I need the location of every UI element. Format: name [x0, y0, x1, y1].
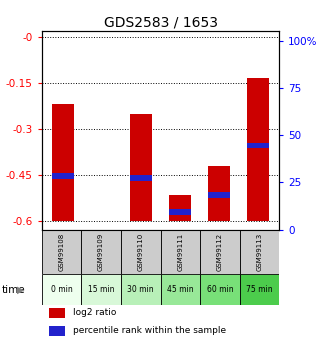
Text: 45 min: 45 min [167, 285, 194, 294]
Bar [121, 275, 160, 305]
Bar [130, 175, 152, 180]
Bar [200, 230, 240, 275]
Bar [247, 143, 269, 148]
Text: 75 min: 75 min [246, 285, 273, 294]
Bar [200, 275, 240, 305]
Bar [240, 230, 279, 275]
Text: 60 min: 60 min [207, 285, 233, 294]
Bar [169, 195, 191, 220]
Bar [169, 209, 191, 215]
Bar [240, 275, 279, 305]
Bar [160, 275, 200, 305]
Text: ▶: ▶ [17, 285, 24, 295]
Bar [49, 326, 65, 336]
Text: time: time [2, 285, 25, 295]
Text: GSM99109: GSM99109 [98, 233, 104, 271]
Bar [130, 114, 152, 220]
Bar [81, 230, 121, 275]
Text: GSM99112: GSM99112 [217, 233, 223, 271]
Text: GSM99108: GSM99108 [58, 233, 65, 271]
Bar [81, 275, 121, 305]
Bar [52, 105, 74, 220]
Bar [121, 230, 160, 275]
Text: 30 min: 30 min [127, 285, 154, 294]
Bar [247, 78, 269, 220]
Bar [49, 307, 65, 318]
Text: GSM99110: GSM99110 [138, 233, 144, 271]
Title: GDS2583 / 1653: GDS2583 / 1653 [103, 16, 218, 30]
Text: percentile rank within the sample: percentile rank within the sample [73, 326, 226, 335]
Text: 15 min: 15 min [88, 285, 114, 294]
Text: 0 min: 0 min [51, 285, 73, 294]
Text: GSM99113: GSM99113 [256, 233, 263, 271]
Bar [208, 166, 230, 220]
Bar [208, 192, 230, 198]
Text: log2 ratio: log2 ratio [73, 308, 116, 317]
Text: GSM99111: GSM99111 [177, 233, 183, 271]
Bar [160, 230, 200, 275]
Bar [52, 173, 74, 179]
Bar [42, 275, 81, 305]
Bar [42, 230, 81, 275]
